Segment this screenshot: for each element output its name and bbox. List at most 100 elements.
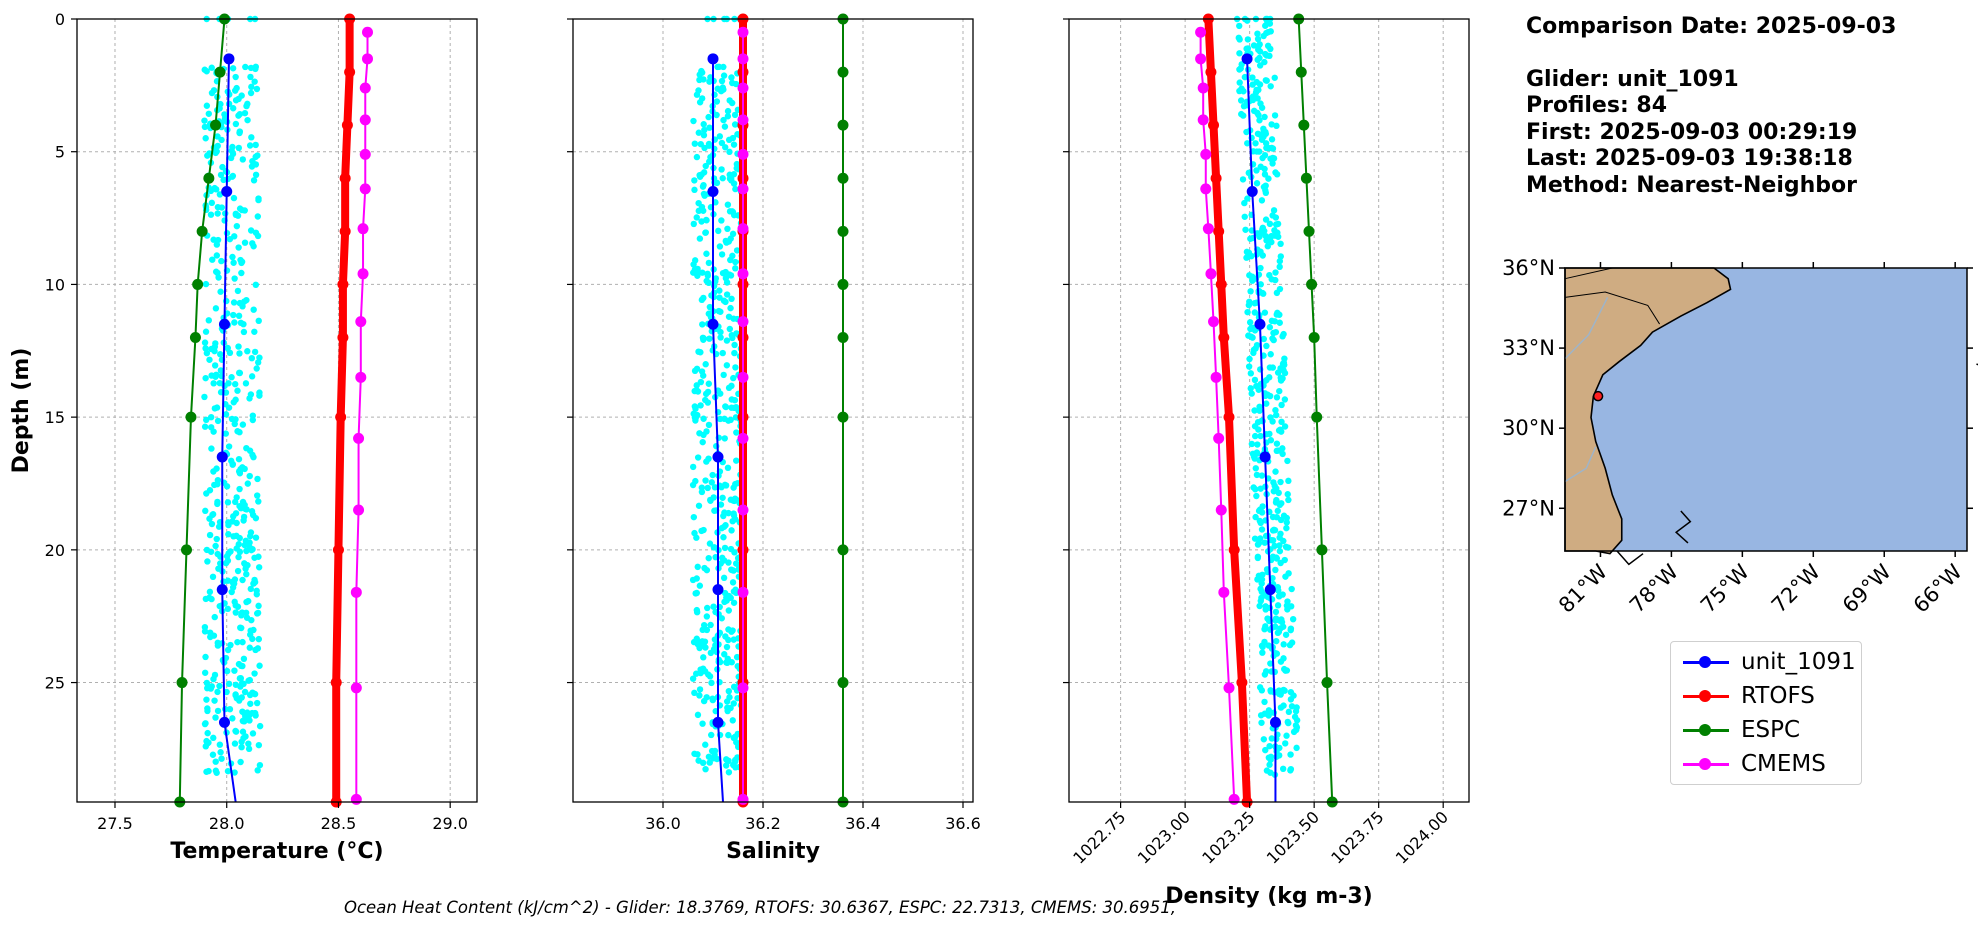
glider-scatter-point bbox=[205, 317, 212, 324]
series-point-espc bbox=[1306, 278, 1318, 290]
glider-scatter-point bbox=[231, 769, 238, 776]
glider-scatter-point bbox=[203, 102, 211, 109]
glider-scatter-point bbox=[729, 761, 737, 769]
glider-scatter-point bbox=[1263, 52, 1270, 59]
glider-scatter-point bbox=[701, 564, 708, 572]
series-point-espc bbox=[1303, 225, 1315, 237]
glider-scatter-point bbox=[725, 687, 733, 695]
series-point-cmems bbox=[1202, 223, 1214, 235]
series-point-espc bbox=[214, 66, 226, 78]
glider-scatter-point bbox=[691, 689, 698, 697]
glider-scatter-point bbox=[718, 166, 725, 173]
glider-scatter-point bbox=[1275, 587, 1282, 594]
glider-scatter-point bbox=[236, 205, 244, 212]
plot-frame bbox=[76, 18, 478, 803]
glider-scatter-point bbox=[239, 156, 247, 163]
glider-scatter-point bbox=[203, 546, 211, 554]
glider-scatter-point bbox=[1263, 377, 1270, 384]
glider-scatter-point bbox=[732, 185, 739, 193]
glider-scatter-point bbox=[1259, 649, 1266, 656]
legend-label-cmems: CMEMS bbox=[1741, 751, 1826, 777]
glider-scatter-point bbox=[232, 97, 240, 104]
glider-scatter-point bbox=[702, 229, 709, 236]
glider-scatter-point bbox=[725, 136, 733, 144]
glider-scatter-point bbox=[242, 733, 249, 740]
series-point-espc bbox=[837, 411, 849, 423]
glider-scatter-point bbox=[251, 348, 259, 356]
glider-scatter-point bbox=[703, 217, 710, 224]
glider-scatter-point bbox=[1254, 541, 1262, 548]
glider-scatter-point bbox=[247, 64, 255, 72]
glider-scatter-point bbox=[719, 269, 727, 277]
glider-scatter-point bbox=[248, 508, 256, 515]
series-point-unit-1091 bbox=[1241, 53, 1253, 65]
glider-scatter-point bbox=[1285, 708, 1293, 716]
glider-scatter-point bbox=[241, 239, 249, 246]
glider-scatter-point bbox=[1249, 74, 1256, 81]
series-point-unit-1091 bbox=[712, 716, 724, 728]
glider-scatter-point bbox=[232, 510, 240, 517]
glider-scatter-point bbox=[718, 524, 726, 532]
glider-scatter-point bbox=[1267, 83, 1274, 90]
glider-scatter-point bbox=[694, 711, 702, 719]
glider-scatter-point bbox=[690, 220, 697, 228]
glider-scatter-point bbox=[1259, 643, 1266, 651]
glider-scatter-point bbox=[718, 615, 725, 622]
series-point-cmems bbox=[1197, 114, 1209, 126]
glider-scatter-point bbox=[1267, 753, 1275, 761]
glider-scatter-point bbox=[693, 153, 701, 161]
glider-scatter-point bbox=[214, 133, 221, 140]
glider-scatter-point bbox=[696, 582, 704, 589]
series-point-espc bbox=[1308, 332, 1320, 344]
glider-scatter-point bbox=[701, 126, 708, 134]
glider-scatter-point bbox=[1273, 513, 1280, 521]
series-unit-1091 bbox=[707, 53, 724, 803]
glider-scatter-point bbox=[717, 334, 724, 341]
glider-scatter-point bbox=[719, 494, 726, 501]
glider-scatter-point bbox=[1262, 232, 1269, 240]
glider-scatter-point bbox=[230, 311, 237, 319]
series-point-espc bbox=[1321, 677, 1333, 689]
glider-scatter-point bbox=[239, 638, 246, 646]
glider-scatter-point bbox=[1258, 136, 1266, 143]
series-point-cmems bbox=[1213, 432, 1225, 444]
glider-scatter-point bbox=[689, 463, 697, 471]
glider-scatter-point bbox=[722, 633, 729, 640]
footer-text: Ocean Heat Content (kJ/cm^2) - Glider: 1… bbox=[344, 898, 1177, 917]
glider-scatter-point bbox=[724, 225, 731, 233]
glider-scatter-point bbox=[1274, 602, 1282, 609]
glider-scatter-point bbox=[1261, 698, 1268, 706]
glider-scatter-point bbox=[693, 387, 701, 394]
glider-scatter-point bbox=[239, 728, 247, 735]
glider-scatter-point bbox=[717, 390, 724, 397]
glider-scatter-point bbox=[704, 604, 711, 612]
series-point-espc bbox=[837, 119, 849, 131]
glider-scatter-point bbox=[732, 414, 740, 421]
glider-scatter-point bbox=[212, 305, 220, 312]
glider-scatter-point bbox=[201, 669, 209, 676]
glider-scatter-point bbox=[698, 488, 706, 496]
glider-scatter-point bbox=[212, 758, 219, 765]
glider-scatter-point bbox=[227, 154, 235, 162]
series-point-cmems bbox=[1197, 82, 1209, 94]
glider-scatter-point bbox=[254, 609, 262, 617]
glider-scatter-point bbox=[207, 424, 215, 431]
glider-scatter-point bbox=[214, 203, 222, 211]
glider-scatter-point bbox=[723, 337, 731, 344]
glider-scatter-point bbox=[693, 365, 701, 372]
glider-scatter-point bbox=[207, 413, 215, 421]
series-espc bbox=[1293, 13, 1338, 808]
map-lat-label: 30°N bbox=[1502, 416, 1555, 440]
glider-scatter-point bbox=[733, 247, 741, 254]
glider-scatter-point bbox=[706, 158, 713, 165]
legend-item-unit-1091: unit_1091 bbox=[1679, 648, 1856, 676]
glider-scatter-point bbox=[246, 472, 253, 480]
glider-scatter-point bbox=[1258, 687, 1266, 694]
glider-scatter-point bbox=[1259, 417, 1266, 425]
glider-scatter-point bbox=[728, 331, 736, 339]
glider-scatter-point bbox=[695, 757, 702, 764]
glider-scatter-point bbox=[1274, 229, 1281, 236]
glider-scatter-point bbox=[721, 598, 728, 606]
glider-scatter-point bbox=[706, 303, 714, 311]
